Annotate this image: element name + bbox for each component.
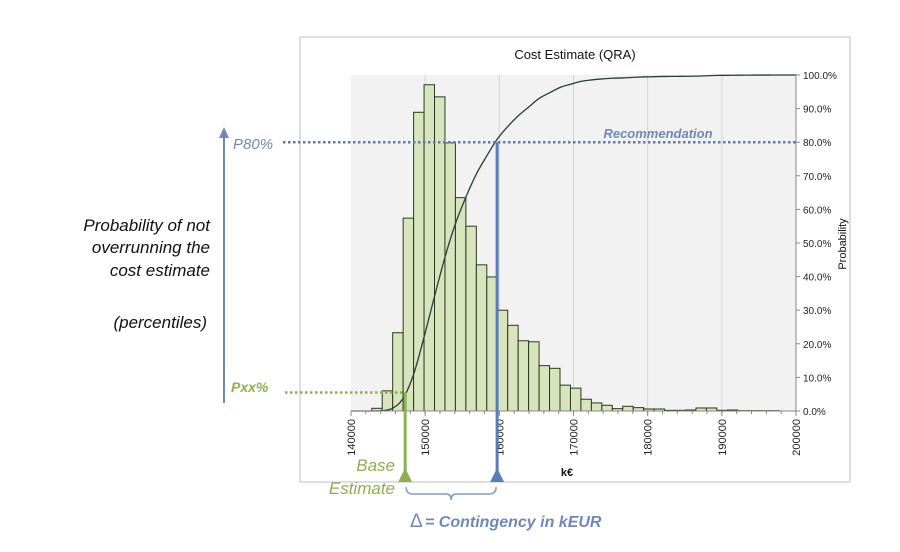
y-tick-label: 20.0% (803, 340, 831, 351)
x-axis-label: k€ (561, 467, 573, 479)
y-tick-label: 60.0% (803, 205, 831, 216)
base-arrow-head-icon (398, 468, 413, 482)
y-tick-label: 100.0% (803, 71, 837, 82)
histogram-bar (569, 387, 582, 412)
contingency-brace (405, 486, 497, 501)
p80-label: P80% (233, 136, 273, 153)
y-tick-label: 70.0% (803, 172, 831, 183)
base-label: Base (356, 456, 395, 475)
histogram-bar (632, 407, 645, 412)
delta-symbol: Δ (410, 511, 423, 532)
x-tick-label: 180000 (643, 419, 655, 456)
histogram-bar (423, 84, 436, 412)
histogram-bar (454, 197, 467, 412)
chart-title: Cost Estimate (QRA) (514, 47, 635, 62)
arrow-up-icon (219, 127, 229, 138)
y-tick-label: 80.0% (803, 138, 831, 149)
histogram-bar (549, 367, 561, 412)
histogram-bar (434, 96, 446, 412)
x-tick-label: 150000 (420, 419, 432, 456)
histogram-bar (538, 365, 551, 412)
y-tick-label: 30.0% (803, 306, 831, 317)
histogram-bar (517, 340, 530, 412)
p80-arrow-head-icon (490, 468, 505, 482)
x-tick-label: 170000 (569, 419, 581, 456)
y-axis-label: Probability (837, 218, 849, 270)
y-tick-label: 50.0% (803, 239, 831, 250)
histogram-bar (381, 390, 394, 412)
histogram-bar (465, 225, 477, 412)
recommendation-label: Recommendation (603, 126, 712, 141)
histogram-bar (601, 404, 613, 412)
contingency-label: = Contingency in kEUR (425, 514, 602, 531)
histogram-bar (402, 217, 415, 412)
y-tick-label: 90.0% (803, 105, 831, 116)
histogram-bar (528, 341, 540, 412)
cumulative-curve (350, 74, 797, 412)
estimate-label: Estimate (329, 479, 395, 498)
annotations: P80% Recommendation Pxx% Probability of … (83, 126, 796, 532)
histogram-bar (475, 264, 488, 412)
histogram-bar (496, 309, 509, 412)
percentiles-label: (percentiles) (113, 313, 207, 332)
histogram-bar (559, 384, 571, 412)
pxx-label: Pxx% (231, 379, 269, 395)
histogram-bar (444, 142, 456, 412)
histogram-bar (622, 405, 634, 412)
left-text-line-2: overrunning the (92, 238, 210, 257)
x-tick-label: 140000 (346, 419, 358, 456)
histogram-bars (371, 84, 781, 412)
left-text-line-3: cost estimate (110, 261, 210, 280)
histogram-bar (590, 402, 603, 412)
histogram-bar (413, 111, 425, 412)
histogram-bar (392, 332, 404, 412)
x-tick-label: 190000 (717, 419, 729, 456)
x-tick-label: 200000 (791, 419, 803, 456)
y-tick-label: 10.0% (803, 373, 831, 384)
y-tick-label: 40.0% (803, 273, 831, 284)
y-tick-label: 0.0% (803, 407, 826, 418)
histogram-bar (507, 324, 519, 412)
histogram-bar (580, 398, 592, 412)
left-text-line-1: Probability of not (83, 216, 211, 235)
